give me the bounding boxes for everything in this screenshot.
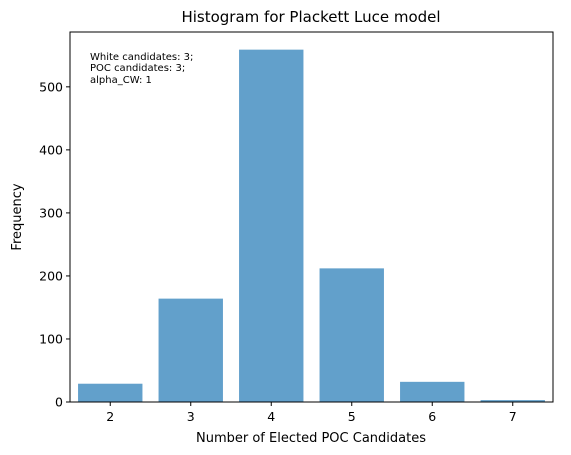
bar-2 [78, 383, 143, 402]
x-tick-label-5: 5 [348, 409, 356, 424]
bar-6 [400, 381, 465, 402]
x-tick-label-3: 3 [187, 409, 195, 424]
chart-title: Histogram for Plackett Luce model [181, 8, 440, 26]
y-tick-label-500: 500 [39, 79, 63, 94]
annotation-box: White candidates: 3; POC candidates: 3; … [90, 52, 193, 86]
annotation-line-3: alpha_CW: 1 [90, 75, 152, 86]
x-tick-label-2: 2 [106, 409, 114, 424]
y-axis: 0 100 200 300 400 500 [39, 79, 70, 410]
y-tick-label-0: 0 [55, 395, 63, 410]
x-axis: 2 3 4 5 6 7 [106, 402, 517, 424]
bars [78, 49, 545, 403]
plot-frame [69, 31, 554, 403]
y-tick-label-100: 100 [39, 331, 63, 346]
bar-4 [239, 49, 304, 403]
bar-3 [158, 298, 223, 402]
annotation-line-2: POC candidates: 3; [90, 63, 185, 74]
x-tick-label-6: 6 [428, 409, 436, 424]
y-tick-label-400: 400 [39, 142, 63, 157]
y-tick-label-300: 300 [39, 205, 63, 220]
x-axis-label: Number of Elected POC Candidates [196, 431, 426, 446]
bar-5 [319, 268, 384, 402]
x-tick-label-4: 4 [267, 409, 275, 424]
y-tick-label-200: 200 [39, 268, 63, 283]
x-tick-label-7: 7 [509, 409, 517, 424]
annotation-line-1: White candidates: 3; [90, 52, 193, 63]
bar-7 [480, 400, 545, 402]
y-axis-label: Frequency [10, 183, 25, 250]
